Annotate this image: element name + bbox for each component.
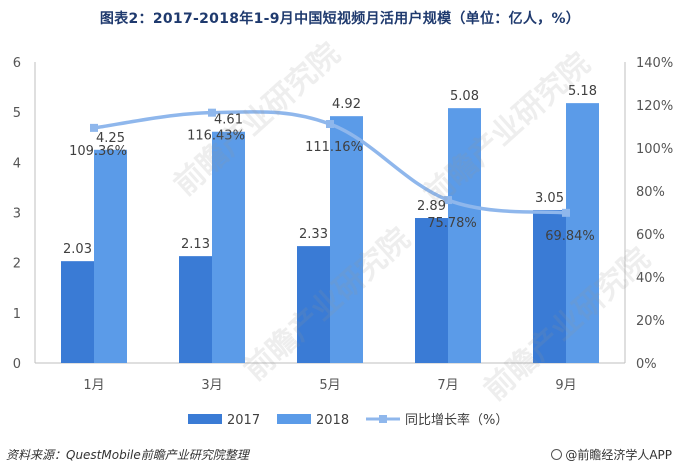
y-left-tick-label: 2 <box>13 257 21 272</box>
growth-rate-marker <box>562 208 570 217</box>
bar-2017 <box>179 256 212 363</box>
legend-label: 2018 <box>316 413 349 428</box>
bar-2017 <box>61 261 94 363</box>
bar-value-label: 3.05 <box>535 191 564 206</box>
labels-layer: 2.03 2.13 2.33 2.89 3.05 4.25 4.61 4.92 5.08 5.18… <box>63 84 597 257</box>
brand-logo-icon <box>551 449 563 460</box>
bar-value-label: 2.89 <box>417 199 446 214</box>
growth-rate-marker <box>208 108 216 117</box>
bars-layer <box>61 103 599 364</box>
bar-value-label: 4.61 <box>214 113 243 128</box>
growth-rate-label: 109.36% <box>69 144 127 159</box>
bar-value-label: 4.92 <box>332 97 361 112</box>
y-left-tick-label: 0 <box>13 357 21 372</box>
line-layer <box>90 108 570 217</box>
y-right-tick-label: 60% <box>636 228 665 243</box>
bar-value-label: 2.33 <box>299 227 328 242</box>
source-note: 资料来源：QuestMobile前瞻产业研究院整理 <box>6 448 249 462</box>
y-right-tick-label: 20% <box>636 314 665 329</box>
y-left-tick-label: 4 <box>13 156 21 171</box>
legend-label: 2017 <box>227 413 260 428</box>
x-tick-label: 1月 <box>83 378 104 393</box>
bar-2018 <box>212 131 245 363</box>
bar-2018 <box>330 116 363 364</box>
bar-value-label: 2.13 <box>181 237 210 252</box>
legend-swatch-2017 <box>188 414 222 424</box>
growth-rate-label: 111.16% <box>305 140 363 155</box>
y-left-tick-label: 1 <box>13 307 21 322</box>
growth-rate-marker <box>90 123 98 132</box>
legend-label: 同比增长率（%） <box>405 412 508 428</box>
y-left-tick-label: 3 <box>13 207 21 222</box>
y-right-tick-label: 0% <box>636 357 657 372</box>
y-left-tick-label: 6 <box>13 56 21 71</box>
legend-swatch-marker <box>379 415 387 423</box>
y-right-tick-label: 100% <box>636 142 673 157</box>
y-right-tick-label: 140% <box>636 56 673 71</box>
growth-rate-marker <box>326 120 334 129</box>
x-tick-label: 5月 <box>319 378 340 393</box>
legend-swatch-2018 <box>277 414 311 424</box>
bar-value-label: 4.25 <box>96 131 125 146</box>
brand-text: @前瞻经济学人APP <box>565 448 672 462</box>
bar-2017 <box>297 246 330 363</box>
brand-note: @前瞻经济学人APP <box>551 446 672 463</box>
legend: 2017 2018 同比增长率（%） <box>188 412 508 428</box>
bar-2017 <box>533 209 566 363</box>
y-left-tick-label: 5 <box>13 106 21 121</box>
chart-title: 图表2：2017-2018年1-9月中国短视频月活用户规模（单位：亿人，%） <box>99 11 581 27</box>
y-right-tick-label: 40% <box>636 271 665 286</box>
growth-rate-marker <box>444 196 452 205</box>
bar-value-label: 5.08 <box>450 89 479 104</box>
x-tick-label: 3月 <box>201 378 222 393</box>
growth-rate-label: 116.43% <box>187 129 245 144</box>
y-right-tick-label: 80% <box>636 185 665 200</box>
x-tick-label: 9月 <box>555 378 576 393</box>
growth-rate-label: 75.78% <box>427 216 477 231</box>
y-right-tick-label: 120% <box>636 99 673 114</box>
growth-rate-label: 69.84% <box>545 229 595 244</box>
bar-2018 <box>448 108 481 363</box>
bar-value-label: 5.18 <box>568 84 597 99</box>
bar-value-label: 2.03 <box>63 242 92 257</box>
x-tick-label: 7月 <box>437 378 458 393</box>
bar-2018 <box>566 103 599 364</box>
bar-2017 <box>415 218 448 363</box>
bar-2018 <box>94 149 127 363</box>
